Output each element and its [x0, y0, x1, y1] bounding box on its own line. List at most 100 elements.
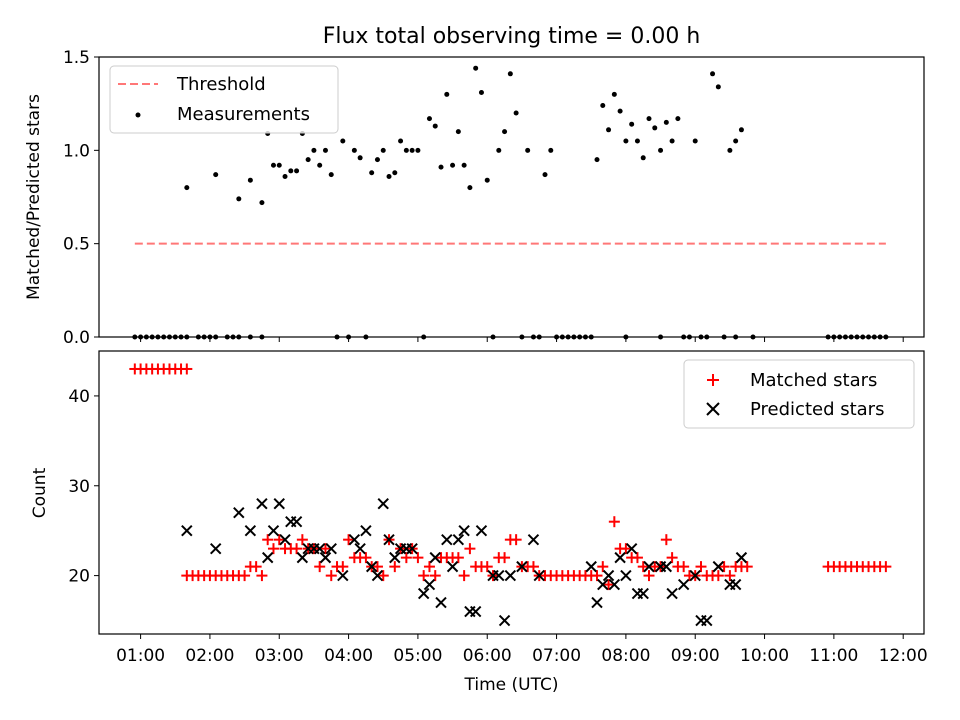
measurement-point — [374, 157, 380, 163]
predicted-star-point — [452, 533, 465, 546]
predicted-star-point — [256, 498, 268, 510]
predicted-star-point — [625, 542, 638, 555]
predicted-star-point — [441, 533, 453, 546]
predicted-star-point — [493, 569, 505, 582]
bottom-legend: Matched stars Predicted stars — [683, 359, 915, 429]
matched-star-point — [429, 570, 441, 582]
predicted-star-point — [620, 569, 632, 582]
predicted-star-point — [423, 578, 436, 591]
predicted-star-point — [371, 569, 384, 582]
predicted-star-point — [360, 524, 372, 537]
matched-star-point — [603, 579, 615, 591]
predicted-star-point — [660, 560, 673, 573]
matched-star-point — [643, 570, 655, 582]
matched-star-point — [418, 570, 430, 582]
matched-star-point — [637, 561, 649, 573]
matched-star-point — [510, 534, 522, 546]
predicted-star-point — [469, 605, 482, 618]
predicted-star-point — [429, 551, 441, 564]
bottom-ytick-label: 40 — [68, 387, 90, 407]
measurement-point — [525, 147, 531, 153]
matched-star-point — [660, 534, 672, 546]
measurement-point — [473, 65, 479, 71]
measurement-point — [617, 108, 623, 114]
predicted-star-point — [614, 551, 626, 564]
measurement-point — [392, 170, 398, 176]
predicted-star-point — [261, 551, 274, 564]
matched-star-point — [597, 561, 609, 573]
legend-threshold-label: Threshold — [176, 74, 266, 95]
predicted-star-point — [377, 498, 389, 510]
matched-star-point — [291, 543, 303, 555]
predicted-star-point — [516, 560, 528, 573]
legend-measurements-label: Measurements — [177, 104, 310, 125]
matched-star-point — [262, 534, 274, 546]
xtick-label: 04:00 — [324, 646, 373, 666]
measurement-point — [548, 147, 554, 153]
predicted-star-point — [279, 533, 291, 546]
bottom-ytick-label: 30 — [68, 477, 90, 497]
matched-star-point — [712, 570, 724, 582]
matched-star-point — [337, 561, 349, 573]
matched-star-point — [695, 561, 707, 573]
measurement-point — [669, 138, 675, 144]
xtick-label: 09:00 — [671, 646, 720, 666]
measurement-point — [357, 155, 363, 161]
predicted-star-point — [446, 560, 459, 573]
legend-matched-marker — [707, 374, 719, 386]
bottom-ylabel: Count — [30, 467, 50, 518]
legend-measurements-marker — [135, 112, 141, 118]
measurement-point — [259, 200, 265, 206]
measurement-point — [640, 155, 646, 161]
xtick-label: 02:00 — [185, 646, 234, 666]
predicted-star-point — [602, 569, 615, 582]
xtick-label: 10:00 — [740, 646, 789, 666]
measurement-point — [426, 116, 432, 122]
measurement-point — [184, 185, 190, 191]
measurement-point — [270, 162, 276, 168]
matched-star-point — [371, 561, 383, 573]
predicted-star-point — [354, 542, 366, 555]
measurement-point — [478, 89, 484, 95]
measurement-point — [328, 172, 334, 178]
matched-star-point — [718, 561, 730, 573]
predicted-star-point — [712, 560, 725, 573]
matched-star-point — [319, 543, 331, 555]
matched-star-point — [591, 570, 603, 582]
measurement-point — [484, 177, 490, 183]
measurement-point — [715, 84, 721, 90]
xtick-label: 05:00 — [393, 646, 442, 666]
measurement-point — [213, 172, 219, 178]
matched-star-point — [608, 516, 620, 528]
measurement-point — [629, 121, 635, 127]
matched-star-point — [880, 561, 892, 573]
predicted-star-point — [643, 560, 655, 573]
matched-star-point — [296, 534, 308, 546]
predicted-star-point — [417, 587, 430, 600]
top-ytick-label: 1.0 — [63, 141, 90, 161]
measurement-point — [467, 185, 473, 191]
predicted-star-point — [325, 542, 337, 555]
matched-star-point — [400, 552, 412, 564]
predicted-star-point — [729, 578, 742, 591]
legend-predicted-marker — [706, 402, 720, 416]
measurement-point — [623, 138, 629, 144]
matched-star-point — [666, 552, 678, 564]
predicted-star-point — [267, 524, 280, 537]
matched-star-point — [343, 534, 355, 546]
matched-star-point — [464, 543, 476, 555]
matched-star-point — [360, 552, 372, 564]
predicted-star-point — [337, 569, 349, 582]
measurement-point — [409, 147, 415, 153]
predicted-star-point — [637, 587, 649, 600]
measurement-point — [322, 147, 328, 153]
measurement-point — [646, 116, 652, 122]
matched-star-point — [452, 552, 464, 564]
measurement-point — [450, 162, 456, 168]
top-legend: Threshold Measurements — [109, 65, 339, 134]
measurement-point — [513, 110, 519, 116]
measurement-point — [710, 71, 716, 77]
predicted-star-point — [233, 507, 245, 519]
predicted-star-point — [597, 578, 609, 591]
